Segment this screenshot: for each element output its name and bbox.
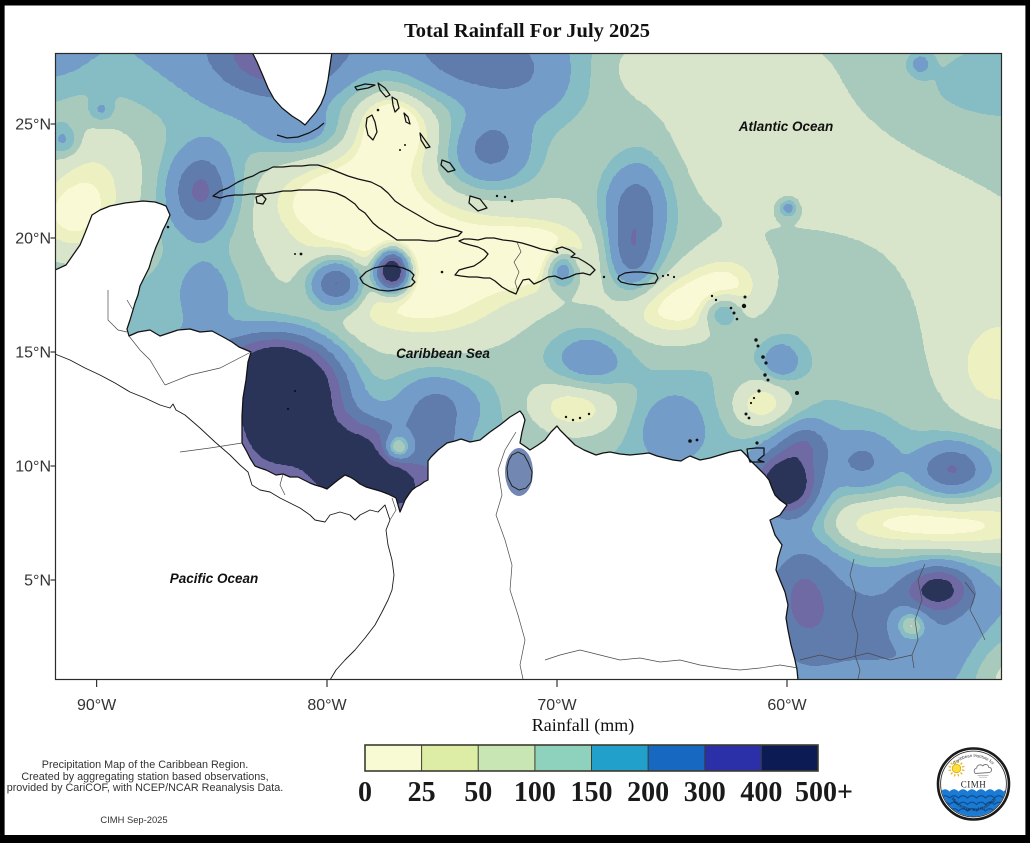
svg-text:provided by CariCOF, with NCEP: provided by CariCOF, with NCEP/NCAR Rean… [7, 782, 284, 794]
svg-text:10°N: 10°N [15, 459, 51, 476]
svg-text:0: 0 [358, 777, 372, 808]
svg-text:CIMH: CIMH [961, 780, 987, 790]
svg-text:400: 400 [740, 777, 782, 808]
svg-text:100: 100 [514, 777, 556, 808]
svg-text:CIMH Sep-2025: CIMH Sep-2025 [100, 814, 167, 825]
svg-text:80°W: 80°W [307, 697, 347, 714]
svg-text:200: 200 [627, 777, 669, 808]
svg-text:25: 25 [408, 777, 436, 808]
svg-text:150: 150 [571, 777, 613, 808]
svg-text:60°W: 60°W [767, 697, 807, 714]
svg-text:Atlantic Ocean: Atlantic Ocean [738, 119, 834, 134]
svg-text:20°N: 20°N [15, 231, 51, 248]
svg-text:70°W: 70°W [537, 697, 577, 714]
svg-text:Total Rainfall For July 2025: Total Rainfall For July 2025 [404, 20, 650, 42]
svg-text:5°N: 5°N [24, 573, 51, 590]
svg-text:Pacific Ocean: Pacific Ocean [170, 571, 259, 586]
svg-text:300: 300 [684, 777, 726, 808]
svg-text:25°N: 25°N [15, 117, 51, 134]
svg-text:Created by aggregating station: Created by aggregating station based obs… [21, 771, 268, 783]
svg-text:500+: 500+ [795, 777, 853, 808]
svg-text:90°W: 90°W [77, 697, 117, 714]
svg-text:15°N: 15°N [15, 345, 51, 362]
svg-text:Precipitation Map of the Carib: Precipitation Map of the Caribbean Regio… [42, 759, 248, 771]
svg-text:Caribbean Sea: Caribbean Sea [396, 346, 490, 361]
svg-text:50: 50 [464, 777, 492, 808]
svg-text:Rainfall (mm): Rainfall (mm) [532, 715, 634, 736]
